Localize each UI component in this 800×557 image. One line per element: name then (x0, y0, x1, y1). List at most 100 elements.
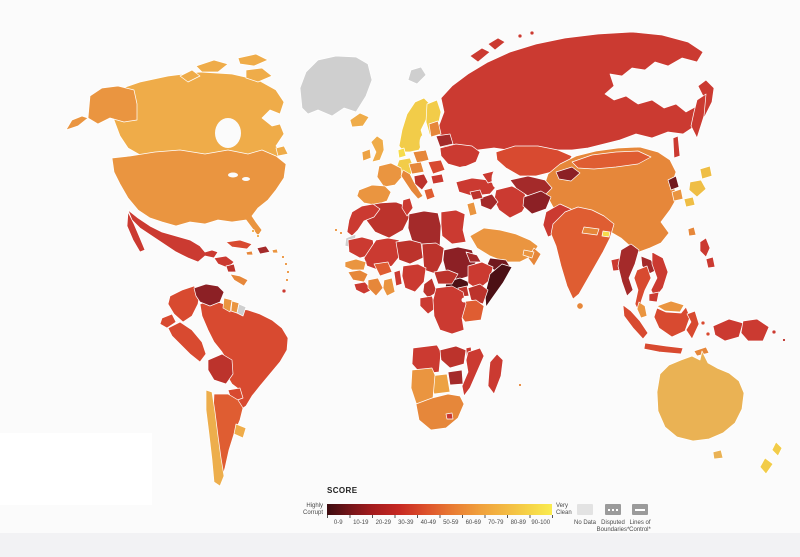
region-afghanistan (522, 190, 552, 215)
region-canary-1 (334, 228, 338, 232)
great-lake-1 (228, 172, 238, 178)
region-baltics (428, 120, 442, 138)
region-south-africa (415, 393, 465, 431)
region-vietnam (650, 251, 669, 299)
region-russia (437, 31, 715, 151)
region-cuba (225, 239, 253, 250)
region-greenland (299, 55, 373, 117)
region-java (643, 342, 684, 355)
region-sri-lanka (576, 302, 584, 310)
region-peru (167, 321, 207, 363)
region-nepal (581, 226, 600, 236)
region-bahamas-2 (256, 234, 260, 238)
region-papua-indonesia (712, 318, 744, 342)
gradient-tick-marks (327, 515, 553, 518)
region-denmark (397, 147, 407, 159)
region-uae (522, 249, 535, 259)
region-south-korea (671, 188, 684, 202)
region-ukraine (439, 143, 481, 169)
tick-label: 30-39 (398, 520, 414, 526)
region-india (550, 206, 615, 300)
region-france (376, 162, 403, 188)
region-uruguay (233, 423, 247, 439)
region-new-zealand-north (771, 441, 783, 457)
region-alaska (87, 85, 138, 125)
region-svalbard (407, 66, 427, 85)
score-tick-labels: 0-9 10-19 20-29 30-39 40-49 50-59 60-69 … (327, 520, 552, 526)
legend-right-label-line2: Clean (556, 510, 572, 516)
disputed-label-line1: Disputed (601, 520, 625, 526)
region-sakhalin (672, 135, 681, 159)
region-novaya-zemlya (469, 47, 491, 63)
region-mongolia (571, 150, 652, 170)
region-central-african-republic (433, 269, 459, 285)
region-kalimantan (653, 306, 691, 338)
region-japan-honshu (688, 179, 707, 198)
region-uk (370, 135, 385, 163)
region-zambia (439, 345, 467, 369)
lake-victoria (461, 297, 467, 303)
region-morocco (346, 203, 381, 237)
region-antilles-4 (285, 278, 289, 282)
region-poland (412, 149, 430, 164)
tick-label: 70-79 (488, 520, 504, 526)
region-canada-island-2 (237, 53, 269, 67)
region-newfoundland (275, 145, 289, 157)
region-jamaica (245, 250, 254, 256)
region-laos (640, 255, 658, 275)
region-solomon (782, 338, 786, 342)
region-zimbabwe (447, 369, 464, 386)
region-sumatra (622, 304, 649, 340)
region-venezuela (193, 283, 225, 307)
dashed-line-icon (635, 508, 645, 511)
region-ireland (361, 148, 372, 162)
hudson-bay (215, 118, 241, 148)
footer-band (0, 533, 800, 557)
region-antilles-3 (286, 270, 290, 274)
legend-right-label: Very Clean (556, 503, 596, 517)
region-trinidad (281, 288, 287, 294)
tick-label: 60-69 (465, 520, 481, 526)
lines-label-line1: Lines of (629, 520, 651, 526)
region-nicaragua (225, 263, 237, 273)
region-gabon-congo (419, 295, 437, 315)
tick-label: 80-89 (510, 520, 526, 526)
caspian-sea (491, 170, 501, 188)
tick-label: 10-19 (353, 520, 369, 526)
region-brazil (199, 299, 289, 411)
region-cameroon (422, 277, 438, 299)
region-romania (427, 159, 446, 175)
region-timor (693, 346, 710, 357)
region-new-britain (771, 329, 777, 335)
region-puerto-rico (271, 248, 279, 254)
lines-of-control-label: Lines of Control* (624, 520, 656, 534)
region-guyana (222, 297, 233, 313)
region-franz-josef-2 (529, 30, 535, 36)
region-malaysia-borneo (656, 300, 685, 313)
lines-of-control-swatch (632, 504, 648, 515)
region-japan-hokkaido (699, 165, 713, 180)
region-togo-benin (393, 269, 403, 287)
region-balkans (413, 173, 429, 191)
region-madagascar (487, 353, 504, 395)
region-sulawesi (685, 310, 700, 340)
tick-label: 40-49 (420, 520, 436, 526)
region-lesotho (445, 412, 454, 420)
region-australia (656, 350, 745, 442)
region-nigeria (401, 263, 427, 293)
region-kenya (467, 283, 489, 305)
region-philippines-north (699, 237, 711, 258)
region-papua-new-guinea (740, 318, 770, 342)
baltic-sea (419, 135, 427, 151)
region-italy (400, 169, 424, 200)
region-chile (205, 389, 225, 487)
region-kamchatka (690, 93, 707, 139)
region-somalia (484, 263, 513, 308)
region-myanmar (617, 243, 640, 297)
tick-label: 0-9 (333, 520, 343, 526)
great-lake-2 (242, 177, 250, 181)
tick-label: 50-59 (443, 520, 459, 526)
region-niger (395, 239, 424, 265)
region-burkina-faso (373, 261, 393, 277)
